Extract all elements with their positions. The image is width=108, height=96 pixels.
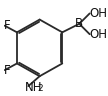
Text: B: B: [75, 17, 83, 30]
Text: OH: OH: [89, 7, 107, 20]
Text: F: F: [4, 64, 10, 77]
Text: NH: NH: [25, 81, 42, 94]
Text: 2: 2: [38, 84, 43, 93]
Text: F: F: [4, 19, 10, 32]
Text: OH: OH: [89, 28, 107, 41]
